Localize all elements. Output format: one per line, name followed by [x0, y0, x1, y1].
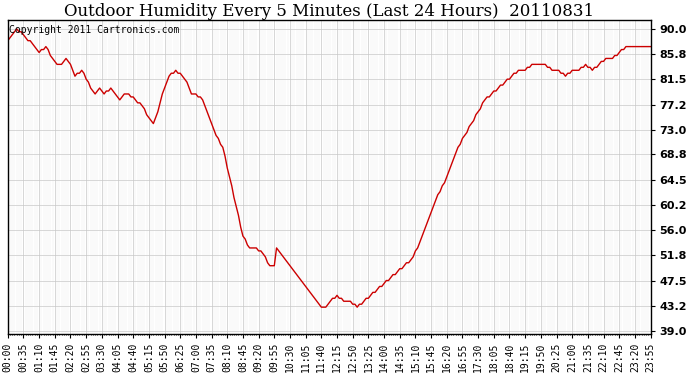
Text: Copyright 2011 Cartronics.com: Copyright 2011 Cartronics.com	[9, 25, 179, 34]
Title: Outdoor Humidity Every 5 Minutes (Last 24 Hours)  20110831: Outdoor Humidity Every 5 Minutes (Last 2…	[64, 3, 594, 20]
